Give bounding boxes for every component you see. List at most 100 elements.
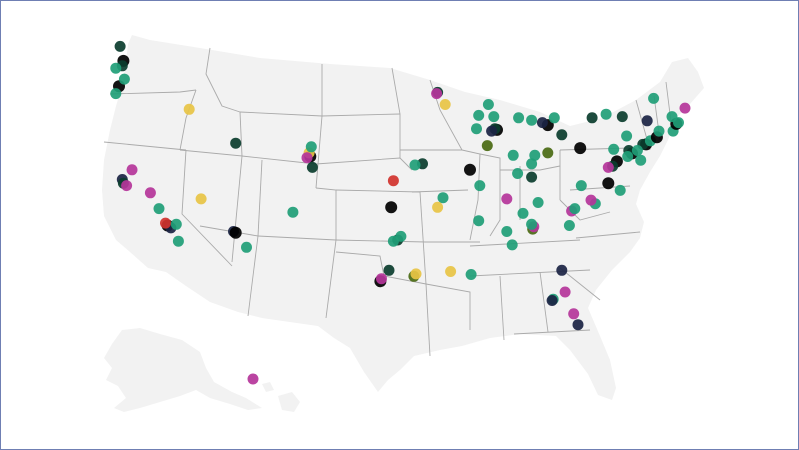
map-marker[interactable]: [437, 192, 449, 204]
map-marker[interactable]: [126, 164, 138, 176]
map-marker[interactable]: [556, 129, 568, 141]
alaska-landmass: [104, 328, 262, 412]
map-marker[interactable]: [575, 180, 587, 192]
map-marker[interactable]: [602, 161, 614, 173]
map-marker[interactable]: [512, 168, 524, 179]
map-marker[interactable]: [409, 159, 421, 171]
border-or-id: [179, 89, 197, 151]
map-marker[interactable]: [230, 137, 242, 149]
map-marker[interactable]: [432, 201, 444, 213]
border-az-nm: [247, 235, 259, 317]
map-marker[interactable]: [118, 73, 130, 85]
map-marker[interactable]: [153, 203, 165, 215]
map-marker[interactable]: [602, 177, 615, 190]
map-marker[interactable]: [608, 143, 620, 155]
map-marker[interactable]: [653, 125, 665, 137]
map-marker[interactable]: [600, 108, 612, 120]
map-marker[interactable]: [486, 125, 498, 137]
map-marker[interactable]: [679, 102, 691, 114]
map-marker[interactable]: [160, 217, 171, 229]
border-ne-ks: [335, 189, 421, 193]
map-marker[interactable]: [563, 220, 575, 231]
map-marker[interactable]: [301, 152, 313, 164]
map-marker[interactable]: [410, 268, 422, 280]
map-marker[interactable]: [526, 158, 538, 170]
map-marker[interactable]: [666, 111, 678, 123]
map-marker[interactable]: [439, 99, 451, 110]
map-marker[interactable]: [114, 40, 126, 52]
map-marker[interactable]: [195, 193, 207, 205]
map-marker[interactable]: [622, 151, 634, 162]
map-marker[interactable]: [241, 241, 252, 253]
map-marker[interactable]: [569, 203, 581, 215]
map-marker[interactable]: [556, 264, 568, 276]
map-marker[interactable]: [385, 201, 398, 214]
map-marker[interactable]: [506, 239, 518, 251]
map-marker[interactable]: [464, 163, 476, 176]
map-marker[interactable]: [305, 141, 317, 153]
map-marker[interactable]: [474, 180, 486, 192]
map-marker[interactable]: [473, 215, 485, 227]
map-marker[interactable]: [585, 194, 597, 206]
map-marker[interactable]: [376, 273, 387, 285]
map-marker[interactable]: [517, 207, 529, 219]
map-marker[interactable]: [532, 197, 544, 208]
map-marker[interactable]: [383, 264, 395, 276]
border-al-ga: [539, 271, 549, 333]
map-marker[interactable]: [621, 130, 633, 142]
map-marker[interactable]: [526, 218, 538, 230]
map-marker[interactable]: [287, 206, 299, 218]
map-marker[interactable]: [172, 235, 184, 247]
map-marker[interactable]: [306, 161, 318, 173]
map-marker[interactable]: [473, 109, 485, 121]
map-marker[interactable]: [542, 147, 554, 159]
map-marker[interactable]: [546, 295, 558, 306]
map-marker[interactable]: [110, 62, 122, 74]
land-layer: [102, 35, 704, 412]
border-ok-tx: [335, 251, 427, 285]
map-marker[interactable]: [536, 117, 548, 129]
border-ms-al: [499, 275, 505, 341]
map-marker[interactable]: [170, 218, 182, 230]
map-marker[interactable]: [488, 111, 500, 123]
map-marker[interactable]: [526, 171, 538, 183]
map-marker[interactable]: [144, 187, 156, 199]
map-marker[interactable]: [110, 88, 122, 100]
map-marker[interactable]: [507, 149, 519, 161]
map-marker[interactable]: [387, 175, 399, 187]
border-ky-tn: [469, 239, 581, 247]
map-marker[interactable]: [395, 230, 407, 242]
map-marker[interactable]: [501, 193, 513, 205]
map-marker[interactable]: [559, 286, 571, 298]
map-marker[interactable]: [586, 112, 598, 124]
map-marker[interactable]: [631, 145, 643, 156]
map-marker[interactable]: [465, 269, 477, 280]
map-marker[interactable]: [574, 142, 587, 155]
map-marker[interactable]: [648, 92, 660, 104]
border-nd-mn: [391, 67, 401, 158]
map-marker[interactable]: [635, 154, 647, 166]
map-marker[interactable]: [568, 308, 580, 320]
map-marker[interactable]: [513, 112, 525, 124]
map-marker[interactable]: [526, 114, 538, 126]
map-marker[interactable]: [501, 226, 513, 237]
map-marker[interactable]: [445, 266, 457, 277]
map-marker[interactable]: [121, 180, 133, 192]
map-marker[interactable]: [614, 184, 626, 196]
map-marker[interactable]: [481, 140, 493, 152]
map-marker[interactable]: [548, 112, 560, 124]
map-marker[interactable]: [572, 319, 584, 331]
map-marker[interactable]: [641, 115, 653, 127]
map-marker[interactable]: [616, 111, 628, 123]
map-marker[interactable]: [482, 99, 494, 110]
map-marker[interactable]: [183, 103, 195, 115]
location-markers: [110, 40, 691, 385]
map-marker[interactable]: [529, 149, 541, 161]
border-nm-tx: [325, 239, 337, 319]
map-marker[interactable]: [431, 88, 443, 100]
map-marker[interactable]: [247, 373, 259, 385]
border-nd-sd: [321, 113, 401, 117]
map-marker[interactable]: [229, 226, 242, 239]
map-marker[interactable]: [471, 123, 482, 135]
